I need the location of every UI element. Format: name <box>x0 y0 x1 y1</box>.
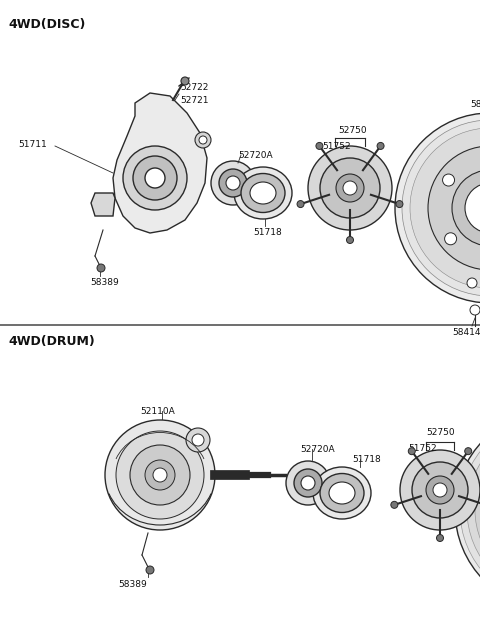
Text: 51718: 51718 <box>253 228 282 237</box>
Text: 4WD(DRUM): 4WD(DRUM) <box>8 335 95 348</box>
Circle shape <box>426 476 454 504</box>
Text: 51752: 51752 <box>408 444 437 453</box>
Circle shape <box>123 146 187 210</box>
Ellipse shape <box>250 182 276 204</box>
Circle shape <box>297 200 304 207</box>
Circle shape <box>97 264 105 272</box>
Circle shape <box>226 176 240 190</box>
Circle shape <box>192 434 204 446</box>
Circle shape <box>470 305 480 315</box>
Circle shape <box>465 183 480 233</box>
Circle shape <box>412 462 468 518</box>
Text: 51718: 51718 <box>352 455 381 464</box>
Text: 52722: 52722 <box>180 83 208 92</box>
Circle shape <box>145 460 175 490</box>
Circle shape <box>130 445 190 505</box>
Text: 58414: 58414 <box>452 328 480 337</box>
Circle shape <box>146 566 154 574</box>
Polygon shape <box>91 193 115 216</box>
Ellipse shape <box>313 467 371 519</box>
Circle shape <box>402 120 480 296</box>
Text: 58389: 58389 <box>90 278 119 287</box>
Circle shape <box>452 170 480 246</box>
Circle shape <box>219 169 247 197</box>
Text: 51711: 51711 <box>18 140 47 149</box>
Circle shape <box>199 136 207 144</box>
Circle shape <box>395 113 480 303</box>
Polygon shape <box>113 93 207 233</box>
Circle shape <box>186 428 210 452</box>
Ellipse shape <box>234 167 292 219</box>
Circle shape <box>336 174 364 202</box>
Text: 52750: 52750 <box>338 126 367 135</box>
Text: 52110A: 52110A <box>140 407 175 416</box>
Circle shape <box>211 161 255 205</box>
Circle shape <box>428 146 480 270</box>
Text: 52721: 52721 <box>180 96 208 105</box>
Text: 58411D: 58411D <box>470 100 480 109</box>
Circle shape <box>443 174 455 186</box>
Circle shape <box>377 142 384 149</box>
Text: 58389: 58389 <box>118 580 147 589</box>
Circle shape <box>460 415 480 605</box>
Circle shape <box>400 450 480 530</box>
Circle shape <box>465 448 472 455</box>
Circle shape <box>286 461 330 505</box>
Circle shape <box>308 146 392 230</box>
Circle shape <box>467 422 480 598</box>
Circle shape <box>116 431 204 519</box>
Circle shape <box>181 77 189 85</box>
Circle shape <box>294 469 322 497</box>
Text: 52750: 52750 <box>426 428 455 437</box>
Ellipse shape <box>241 173 285 212</box>
Circle shape <box>320 158 380 218</box>
Circle shape <box>444 232 456 245</box>
Circle shape <box>433 483 447 497</box>
Text: 51752: 51752 <box>322 142 350 151</box>
Ellipse shape <box>329 482 355 504</box>
Circle shape <box>467 278 477 288</box>
Circle shape <box>475 430 480 590</box>
Circle shape <box>316 142 323 149</box>
Circle shape <box>455 410 480 610</box>
Circle shape <box>301 476 315 490</box>
Text: 52720A: 52720A <box>300 445 335 454</box>
Text: 4WD(DISC): 4WD(DISC) <box>8 18 85 31</box>
Circle shape <box>133 156 177 200</box>
Circle shape <box>105 420 215 530</box>
Circle shape <box>391 501 398 508</box>
Circle shape <box>195 132 211 148</box>
Circle shape <box>145 168 165 188</box>
Circle shape <box>153 468 167 482</box>
Circle shape <box>347 236 353 244</box>
Circle shape <box>343 181 357 195</box>
Text: 52720A: 52720A <box>238 151 273 160</box>
Circle shape <box>408 448 415 455</box>
Ellipse shape <box>320 474 364 512</box>
Circle shape <box>396 200 403 207</box>
Circle shape <box>436 534 444 542</box>
Circle shape <box>410 128 480 288</box>
